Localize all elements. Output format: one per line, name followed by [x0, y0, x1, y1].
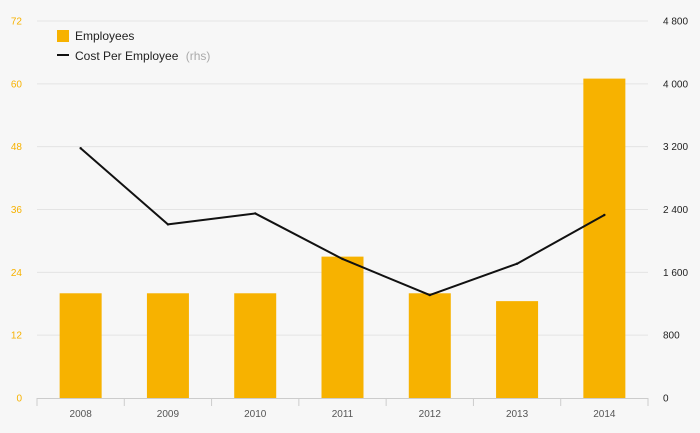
- bar: [496, 301, 539, 398]
- y-left-tick-label: 72: [11, 17, 23, 28]
- legend-cost-label: Cost Per Employee: [75, 49, 179, 63]
- y-left-tick-label: 36: [11, 205, 23, 216]
- y-right-tick-label: 4 800: [663, 17, 688, 28]
- bar: [408, 293, 451, 398]
- line-point: [79, 147, 82, 150]
- legend-employees-label: Employees: [75, 29, 134, 43]
- legend: Employees Cost Per Employee (rhs): [57, 29, 210, 63]
- y-right-tick-label: 800: [663, 331, 680, 342]
- y-left-tick-label: 24: [11, 268, 23, 279]
- x-tick-label: 2009: [157, 409, 180, 420]
- y-left-tick-label: 48: [11, 142, 23, 153]
- legend-employees-swatch: [57, 30, 69, 42]
- y-right-tick-label: 2 400: [663, 205, 688, 216]
- y-right-tick-label: 3 200: [663, 142, 688, 153]
- line-point: [515, 262, 519, 265]
- line-point: [166, 223, 170, 226]
- y-right-tick-label: 0: [663, 394, 669, 405]
- x-tick-label: 2011: [332, 409, 354, 420]
- cost-line: [79, 147, 606, 297]
- bar: [583, 78, 626, 398]
- gridlines: [37, 20, 648, 336]
- bar: [321, 256, 364, 398]
- line-point: [254, 212, 257, 215]
- x-tick-label: 2013: [506, 409, 529, 420]
- x-tick-label: 2008: [70, 409, 93, 420]
- bar: [146, 293, 189, 398]
- bar: [59, 293, 102, 398]
- x-tick-label: 2010: [244, 409, 267, 420]
- y-right-tick-label: 1 600: [663, 268, 688, 279]
- employee-bars: [59, 78, 626, 398]
- y-left-tick-label: 12: [11, 331, 23, 342]
- line-point: [341, 257, 344, 261]
- line-point: [603, 213, 606, 217]
- y-left-tick-label: 60: [11, 79, 23, 90]
- x-tick-label: 2012: [419, 409, 442, 420]
- legend-cost-suffix: (rhs): [186, 49, 211, 63]
- x-tick-label: 2014: [593, 409, 616, 420]
- y-left-tick-label: 0: [16, 394, 22, 405]
- axes: 0 0 12 800 24 1 600 36 2 400 48 3 200 60 4 000 72 4 8…: [11, 17, 689, 421]
- bar: [234, 293, 277, 398]
- line-point: [428, 293, 431, 297]
- y-right-tick-label: 4 000: [663, 79, 688, 90]
- svg-text:Cost Per Employee (rhs): Cost Per Employee (rhs): [75, 49, 210, 63]
